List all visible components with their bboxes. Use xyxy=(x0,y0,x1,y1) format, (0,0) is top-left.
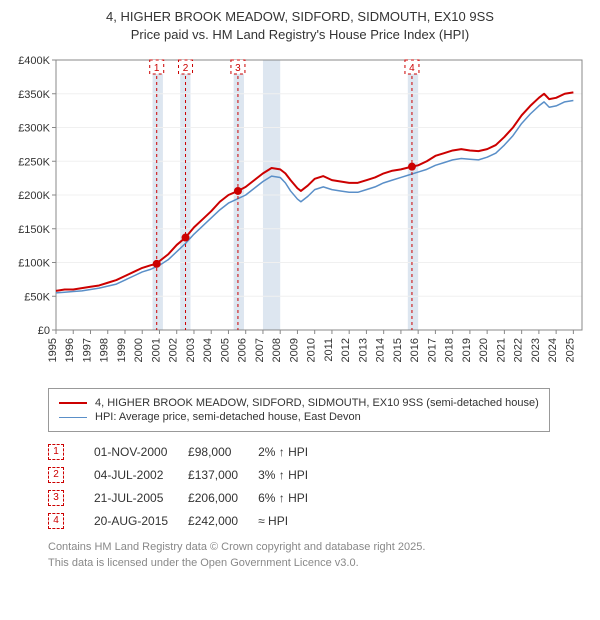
svg-text:2009: 2009 xyxy=(288,338,300,362)
svg-text:£250K: £250K xyxy=(18,157,50,169)
sale-price: £206,000 xyxy=(188,486,258,509)
svg-text:2011: 2011 xyxy=(323,338,335,362)
svg-text:2002: 2002 xyxy=(168,338,180,362)
legend-item: HPI: Average price, semi-detached house,… xyxy=(59,411,539,423)
sale-price: £137,000 xyxy=(188,463,258,486)
sale-date: 04-JUL-2002 xyxy=(94,463,188,486)
svg-text:4: 4 xyxy=(409,63,415,74)
svg-text:2007: 2007 xyxy=(254,338,266,362)
legend-swatch xyxy=(59,402,87,404)
svg-text:2022: 2022 xyxy=(513,338,525,362)
svg-text:£150K: £150K xyxy=(18,224,50,236)
legend-item: 4, HIGHER BROOK MEADOW, SIDFORD, SIDMOUT… xyxy=(59,397,539,409)
svg-text:2005: 2005 xyxy=(219,338,231,362)
sale-delta: 6% ↑ HPI xyxy=(258,486,328,509)
sale-date: 01-NOV-2000 xyxy=(94,440,188,463)
svg-text:2000: 2000 xyxy=(133,338,145,362)
footer-line1: Contains HM Land Registry data © Crown c… xyxy=(48,541,425,553)
title-line2: Price paid vs. HM Land Registry's House … xyxy=(131,27,469,42)
svg-text:2008: 2008 xyxy=(271,338,283,362)
footer-line2: This data is licensed under the Open Gov… xyxy=(48,557,359,569)
chart-title: 4, HIGHER BROOK MEADOW, SIDFORD, SIDMOUT… xyxy=(8,8,592,44)
sale-marker: 3 xyxy=(48,490,64,506)
sale-price: £98,000 xyxy=(188,440,258,463)
svg-text:2004: 2004 xyxy=(202,338,214,362)
svg-text:1: 1 xyxy=(154,63,160,74)
svg-text:2021: 2021 xyxy=(495,338,507,362)
chart-svg: £0 £50K £100K £150K £200K £250K £300K £350K £400… xyxy=(8,50,592,380)
svg-text:1997: 1997 xyxy=(81,338,93,362)
svg-text:2015: 2015 xyxy=(392,338,404,362)
sales-row: 2 04-JUL-2002£137,0003% ↑ HPI xyxy=(48,463,328,486)
svg-text:£400K: £400K xyxy=(18,55,50,67)
legend-label: HPI: Average price, semi-detached house,… xyxy=(95,411,361,423)
legend: 4, HIGHER BROOK MEADOW, SIDFORD, SIDMOUT… xyxy=(48,388,550,432)
svg-text:2006: 2006 xyxy=(237,338,249,362)
svg-text:3: 3 xyxy=(235,63,241,74)
svg-text:£200K: £200K xyxy=(18,190,50,202)
sale-marker: 4 xyxy=(48,513,64,529)
svg-text:£300K: £300K xyxy=(18,123,50,135)
svg-text:2010: 2010 xyxy=(306,338,318,362)
sale-delta: 3% ↑ HPI xyxy=(258,463,328,486)
svg-text:2: 2 xyxy=(183,63,189,74)
sale-delta: 2% ↑ HPI xyxy=(258,440,328,463)
svg-text:2019: 2019 xyxy=(461,338,473,362)
legend-swatch xyxy=(59,417,87,418)
svg-text:2017: 2017 xyxy=(426,338,438,362)
svg-text:1995: 1995 xyxy=(47,338,59,362)
svg-text:£0: £0 xyxy=(38,325,50,337)
sales-row: 4 20-AUG-2015£242,000≈ HPI xyxy=(48,509,328,532)
svg-text:2024: 2024 xyxy=(547,338,559,362)
svg-text:2016: 2016 xyxy=(409,338,421,362)
sale-marker: 2 xyxy=(48,467,64,483)
sale-price: £242,000 xyxy=(188,509,258,532)
legend-label: 4, HIGHER BROOK MEADOW, SIDFORD, SIDMOUT… xyxy=(95,397,539,409)
svg-text:2013: 2013 xyxy=(357,338,369,362)
title-line1: 4, HIGHER BROOK MEADOW, SIDFORD, SIDMOUT… xyxy=(106,9,494,24)
svg-text:1999: 1999 xyxy=(116,338,128,362)
footer: Contains HM Land Registry data © Crown c… xyxy=(48,540,592,571)
svg-text:2020: 2020 xyxy=(478,338,490,362)
sale-date: 20-AUG-2015 xyxy=(94,509,188,532)
svg-text:2012: 2012 xyxy=(340,338,352,362)
svg-text:2014: 2014 xyxy=(375,338,387,362)
sales-row: 1 01-NOV-2000£98,0002% ↑ HPI xyxy=(48,440,328,463)
line-chart: £0 £50K £100K £150K £200K £250K £300K £350K £400… xyxy=(8,50,592,380)
sale-marker: 1 xyxy=(48,444,64,460)
sale-delta: ≈ HPI xyxy=(258,509,328,532)
sale-date: 21-JUL-2005 xyxy=(94,486,188,509)
svg-text:1996: 1996 xyxy=(64,338,76,362)
svg-text:£100K: £100K xyxy=(18,258,50,270)
svg-text:£350K: £350K xyxy=(18,89,50,101)
svg-text:2023: 2023 xyxy=(530,338,542,362)
svg-text:2025: 2025 xyxy=(564,338,576,362)
svg-text:£50K: £50K xyxy=(24,292,50,304)
sales-row: 3 21-JUL-2005£206,0006% ↑ HPI xyxy=(48,486,328,509)
svg-text:2003: 2003 xyxy=(185,338,197,362)
svg-text:1998: 1998 xyxy=(99,338,111,362)
svg-text:2018: 2018 xyxy=(444,338,456,362)
sales-table: 1 01-NOV-2000£98,0002% ↑ HPI 2 04-JUL-2002£… xyxy=(48,440,328,532)
chart-container: 4, HIGHER BROOK MEADOW, SIDFORD, SIDMOUT… xyxy=(0,0,600,575)
svg-text:2001: 2001 xyxy=(150,338,162,362)
